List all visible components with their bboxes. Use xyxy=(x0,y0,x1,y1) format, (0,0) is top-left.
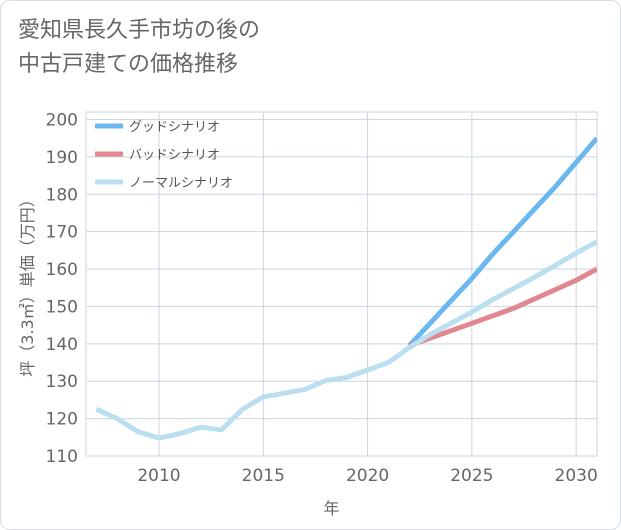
y-tick-label: 120 xyxy=(46,410,78,430)
legend-label: バッドシナリオ xyxy=(129,148,220,163)
y-tick-label: 190 xyxy=(46,148,78,168)
y-tick-label: 130 xyxy=(46,372,78,392)
x-tick-label: 2020 xyxy=(346,466,389,486)
y-tick-label: 180 xyxy=(46,185,78,205)
x-tick-label: 2015 xyxy=(242,466,285,486)
series-line-normal xyxy=(95,239,597,441)
y-tick-label: 150 xyxy=(46,297,78,317)
legend-label: ノーマルシナリオ xyxy=(129,176,233,191)
y-axis-title: 坪（3.3㎡）単価（万円） xyxy=(18,191,37,376)
x-tick-label: 2025 xyxy=(450,466,493,486)
y-tick-label: 110 xyxy=(46,447,78,467)
x-tick-label: 2010 xyxy=(137,466,180,486)
legend-label: グッドシナリオ xyxy=(129,120,220,135)
chart-title-line-2: 中古戸建ての価格推移 xyxy=(18,52,239,77)
x-tick-label: 2030 xyxy=(555,466,598,486)
series-line-good xyxy=(407,136,597,348)
plot-area xyxy=(85,111,598,457)
y-tick-label: 170 xyxy=(46,223,78,243)
y-tick-label: 160 xyxy=(46,260,78,280)
series-line-bad xyxy=(408,266,597,349)
chart-title-line-1: 愛知県長久手市坊の後の xyxy=(18,18,261,43)
y-tick-label: 140 xyxy=(46,335,78,355)
chart-title: 愛知県長久手市坊の後の 中古戸建ての価格推移 xyxy=(18,14,260,82)
y-tick-label: 200 xyxy=(46,110,78,130)
x-axis-title: 年 xyxy=(323,499,339,518)
